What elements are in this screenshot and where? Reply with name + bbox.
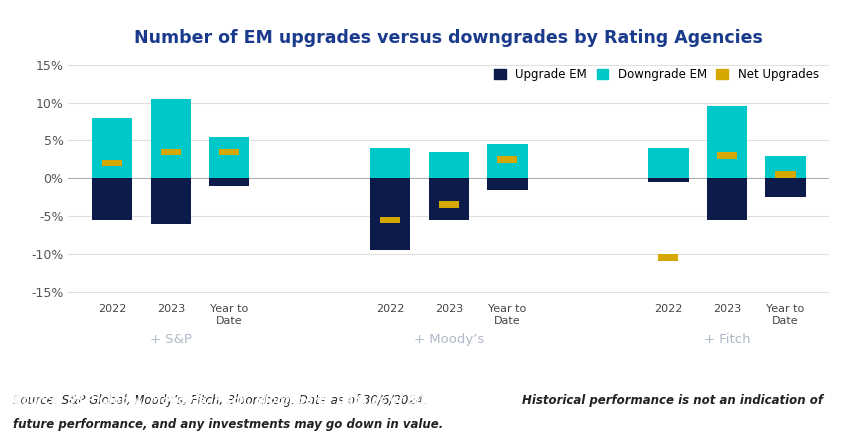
- Bar: [103, 160, 122, 166]
- Bar: [498, 156, 517, 162]
- Text: + S&P: + S&P: [150, 333, 192, 346]
- Bar: [380, 216, 400, 223]
- Bar: [648, 178, 688, 182]
- Text: Source: S&P Global, Moody’s, Fitch, Bloomberg. Data as of 30/6/2024. Historical : Source: S&P Global, Moody’s, Fitch, Bloo…: [13, 394, 782, 407]
- Bar: [150, 99, 191, 178]
- Bar: [428, 178, 469, 220]
- Text: Historical performance is not an indication of: Historical performance is not an indicat…: [522, 394, 823, 407]
- Bar: [439, 202, 459, 208]
- Bar: [707, 106, 747, 178]
- Bar: [648, 148, 688, 178]
- Bar: [161, 149, 181, 155]
- Legend: Upgrade EM, Downgrade EM, Net Upgrades: Upgrade EM, Downgrade EM, Net Upgrades: [489, 63, 823, 85]
- Bar: [716, 152, 737, 159]
- Bar: [487, 178, 528, 190]
- Bar: [765, 155, 805, 178]
- Text: future performance, and any investments may go down in value.: future performance, and any investments …: [13, 418, 443, 431]
- Bar: [765, 178, 805, 197]
- Bar: [428, 152, 469, 178]
- Bar: [209, 178, 250, 186]
- Bar: [92, 178, 133, 220]
- Text: Source: S&P Global, Moody’s, Fitch, Bloomberg. Data as of 30/6/2024.: Source: S&P Global, Moody’s, Fitch, Bloo…: [13, 394, 431, 407]
- Bar: [209, 136, 250, 178]
- Text: + Moody’s: + Moody’s: [414, 333, 484, 346]
- Text: + Fitch: + Fitch: [704, 333, 750, 346]
- Bar: [220, 149, 239, 155]
- Bar: [658, 254, 678, 261]
- Bar: [370, 148, 410, 178]
- Bar: [487, 144, 528, 178]
- Title: Number of EM upgrades versus downgrades by Rating Agencies: Number of EM upgrades versus downgrades …: [134, 29, 764, 48]
- Bar: [775, 171, 795, 178]
- Bar: [92, 117, 133, 178]
- Bar: [150, 178, 191, 224]
- Bar: [707, 178, 747, 220]
- Bar: [370, 178, 410, 250]
